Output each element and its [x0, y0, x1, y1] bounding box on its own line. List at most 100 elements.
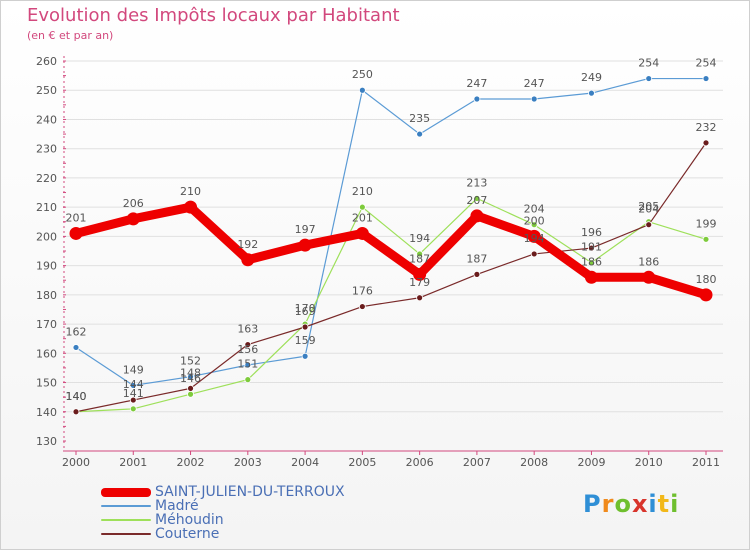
logo-letter: x — [631, 490, 649, 518]
data-label: 159 — [295, 334, 316, 347]
data-label: 206 — [123, 197, 144, 210]
data-point — [358, 303, 366, 310]
data-point — [69, 226, 83, 240]
x-tick-label: 2005 — [348, 456, 376, 469]
data-label: 169 — [295, 305, 316, 318]
y-tick-label: 210 — [36, 201, 57, 214]
data-label: 146 — [180, 372, 201, 385]
logo-letter: P — [583, 490, 602, 518]
data-point — [702, 75, 710, 82]
x-tick-label: 2008 — [520, 456, 548, 469]
data-label: 192 — [237, 238, 258, 251]
logo-letter: i — [648, 490, 658, 518]
data-point — [358, 203, 366, 211]
data-label: 152 — [180, 355, 201, 368]
data-point — [416, 294, 424, 302]
data-label: 247 — [524, 77, 545, 90]
logo-letter: r — [601, 490, 615, 518]
data-point — [244, 376, 252, 384]
x-tick-label: 2009 — [577, 456, 605, 469]
data-label: 213 — [466, 176, 487, 189]
legend-item-mehoudin[interactable]: Méhoudin — [101, 513, 345, 527]
x-tick-label: 2006 — [406, 456, 434, 469]
legend-item-couterne[interactable]: Couterne — [101, 527, 345, 541]
data-label: 254 — [696, 57, 717, 70]
legend-label: Madré — [155, 498, 199, 514]
data-label: 194 — [524, 232, 545, 245]
data-point — [244, 361, 252, 369]
data-point — [298, 238, 312, 252]
data-point — [244, 341, 252, 348]
data-point — [530, 221, 538, 229]
data-point — [187, 390, 194, 398]
legend-item-saint-julien[interactable]: SAINT-JULIEN-DU-TERROUX — [101, 485, 345, 499]
data-label: 140 — [66, 390, 87, 403]
data-point — [527, 229, 541, 243]
data-point — [645, 75, 653, 82]
legend-swatch — [101, 505, 151, 507]
data-point — [413, 267, 427, 281]
chart-title: Evolution des Impôts locaux par Habitant — [27, 5, 400, 26]
data-point — [473, 95, 481, 103]
x-tick-label: 2010 — [635, 456, 663, 469]
data-point — [530, 95, 538, 103]
data-point — [301, 323, 309, 331]
data-point — [588, 259, 595, 267]
data-label: 141 — [123, 387, 144, 400]
data-point — [184, 200, 198, 214]
data-label: 197 — [295, 223, 316, 236]
legend-swatch — [101, 533, 151, 535]
data-point — [416, 130, 424, 138]
x-tick-label: 2007 — [463, 456, 491, 469]
y-tick-label: 230 — [36, 143, 57, 156]
legend-label: Couterne — [155, 526, 220, 542]
data-point — [129, 396, 137, 404]
data-point — [187, 384, 194, 392]
y-tick-label: 130 — [36, 435, 57, 448]
y-tick-label: 240 — [36, 113, 57, 126]
y-tick-label: 170 — [36, 318, 57, 331]
legend: SAINT-JULIEN-DU-TERROUX Madré Méhoudin C… — [101, 485, 345, 541]
y-tick-label: 250 — [36, 84, 57, 97]
data-point — [129, 382, 137, 389]
proxiti-logo[interactable]: Proxiti — [583, 490, 679, 518]
legend-swatch — [101, 519, 151, 521]
series-line-3 — [75, 142, 707, 413]
data-point — [358, 86, 366, 94]
data-point — [72, 408, 80, 416]
data-label: 199 — [696, 217, 717, 230]
data-label: 186 — [581, 255, 602, 268]
data-point — [584, 270, 598, 284]
data-label: 162 — [66, 325, 87, 338]
data-label: 249 — [581, 71, 602, 84]
data-label: 254 — [638, 57, 659, 70]
data-label: 187 — [466, 252, 487, 265]
x-tick-label: 2001 — [119, 456, 147, 469]
data-label: 186 — [638, 255, 659, 268]
x-tick-label: 2004 — [291, 456, 319, 469]
data-label: 151 — [237, 358, 258, 371]
data-point — [530, 250, 538, 258]
legend-label: Méhoudin — [155, 512, 224, 528]
legend-item-madre[interactable]: Madré — [101, 499, 345, 513]
series-line-1 — [75, 77, 707, 387]
logo-letter: i — [670, 490, 680, 518]
y-tick-label: 180 — [36, 289, 57, 302]
data-label: 204 — [638, 203, 659, 216]
x-tick-label: 2003 — [234, 456, 262, 469]
data-label: 210 — [352, 185, 373, 198]
data-label: 144 — [123, 378, 144, 391]
data-point — [470, 209, 484, 223]
data-label: 191 — [581, 241, 602, 254]
data-point — [72, 344, 80, 351]
series-line-2 — [75, 197, 707, 413]
data-label: 194 — [409, 232, 430, 245]
data-label: 140 — [66, 390, 87, 403]
data-label: 204 — [524, 203, 545, 216]
data-label: 196 — [581, 226, 602, 239]
y-tick-label: 260 — [36, 55, 57, 68]
data-point — [301, 352, 309, 360]
y-tick-label: 160 — [36, 347, 57, 360]
